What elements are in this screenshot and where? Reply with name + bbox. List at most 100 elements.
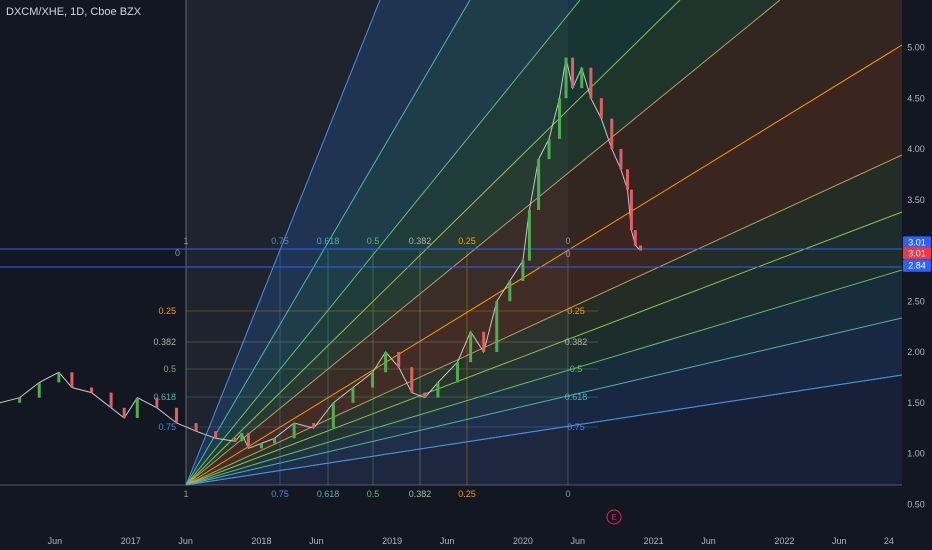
time-axis-tick-label: Jun [309,536,324,546]
gann-box-area [186,0,568,485]
price-badge [903,259,931,272]
gann-fan-wedge [186,0,902,485]
gann-level-label-left: 0.25 [158,306,176,316]
price-candle [259,443,263,449]
gann-level-label-left: 0.5 [163,364,176,374]
price-candle [233,438,237,442]
gann-fan-line [185,0,381,486]
price-badge-label: 3.01 [908,249,926,259]
time-axis-tick-label: 2018 [251,536,271,546]
price-candle [155,397,159,408]
price-candle [619,149,623,170]
gann-level-label-top: 0.75 [271,236,289,246]
price-candle [174,407,178,424]
price-axis-tick-label: 5.00 [907,43,925,53]
time-axis-tick-label: 2017 [121,536,141,546]
price-candle [312,423,316,429]
price-axis-tick-label: 2.00 [907,347,925,357]
price-axis-tick-label: 2.50 [907,296,925,306]
gann-fan-line [185,374,903,486]
price-candle [214,431,218,439]
price-candle [57,372,61,383]
price-axis-tick-label: 0.50 [907,499,925,509]
price-candle [109,392,113,408]
price-candle [90,387,94,393]
time-axis-tick-label: Jun [701,536,716,546]
gann-level-label-top: 0.25 [458,236,476,246]
gann-level-label-right: 0.75 [567,422,585,432]
gann-level-label-left: 0 [175,248,180,258]
earnings-marker[interactable] [606,509,622,525]
price-badge [903,247,931,260]
time-axis-tick-label: Jun [178,536,193,546]
time-axis-tick-label: Jun [440,536,455,546]
price-candle [37,382,41,398]
time-axis-tick-label: 2020 [513,536,533,546]
gann-level-label-bottom: 0.382 [409,489,432,499]
price-candle [436,382,440,398]
price-candle [521,260,525,281]
price-candle [371,372,375,388]
gann-level-label-bottom: 0.75 [271,489,289,499]
gann-level-label-right: 0.5 [570,364,583,374]
price-candle [571,57,575,89]
price-axis-tick-label: 4.00 [907,144,925,154]
price-axis-tick-label: 4.50 [907,93,925,103]
gann-fan-line [185,44,903,486]
price-badge-label: 3.01 [908,237,926,247]
gann-fan-line [185,0,471,486]
gann-level-label-right: 0 [565,249,570,259]
price-candle [122,407,126,418]
price-candle [547,138,551,160]
price-candle [292,423,296,439]
price-candle [273,438,277,444]
price-axis[interactable] [902,0,932,550]
gann-level-label-top: 0.382 [409,236,432,246]
price-candle [469,331,473,363]
price-candle [495,301,499,352]
gann-level-label-bottom: 0.5 [367,489,380,499]
price-candle [135,397,139,418]
gann-level-label-left: 0.382 [153,337,176,347]
price-axis-tick-label: 1.50 [907,398,925,408]
gann-start-label: 1 [183,489,188,499]
gann-level-label-right: 0.25 [567,306,585,316]
gann-fan-line [185,0,681,486]
gann-fan-line [185,154,903,486]
price-candle [639,245,643,251]
time-axis-tick-label: 24 [884,536,894,546]
gann-level-label-top: 0 [565,236,570,246]
price-axis-tick-label: 3.50 [907,195,925,205]
gann-level-label-bottom: 0 [565,489,570,499]
price-candle [537,159,541,210]
price-candle [456,362,460,383]
gann-fan-line [185,317,903,486]
price-candle [194,423,198,432]
gann-start-label: 1 [183,236,188,246]
gann-level-label-left: 0.75 [158,422,176,432]
gann-level-label-bottom: 0.618 [317,489,340,499]
price-candle [527,209,531,261]
time-axis-tick-label: Jun [48,536,63,546]
price-candle [331,402,335,429]
price-candle [351,387,355,403]
price-candle [564,57,568,99]
price-candle [580,67,584,89]
gann-level-label-top: 0.5 [367,236,380,246]
price-badge [903,236,931,249]
time-axis-tick-label: Jun [571,536,586,546]
gann-level-label-bottom: 0.25 [458,489,476,499]
gann-fan-line [185,0,581,486]
price-candle [558,98,562,139]
time-axis[interactable] [0,530,932,550]
price-candle [18,397,22,403]
gann-level-label-left: 0.618 [153,392,176,402]
price-axis-tick-label: 1.00 [907,449,925,459]
gann-level-label-top: 0.618 [317,236,340,246]
price-candle [397,352,401,368]
time-axis-tick-label: 2019 [382,536,402,546]
chart-title: DXCM/XHE, 1D, Cboe BZX [6,6,142,18]
price-candle [508,280,512,302]
price-candle [599,98,603,119]
